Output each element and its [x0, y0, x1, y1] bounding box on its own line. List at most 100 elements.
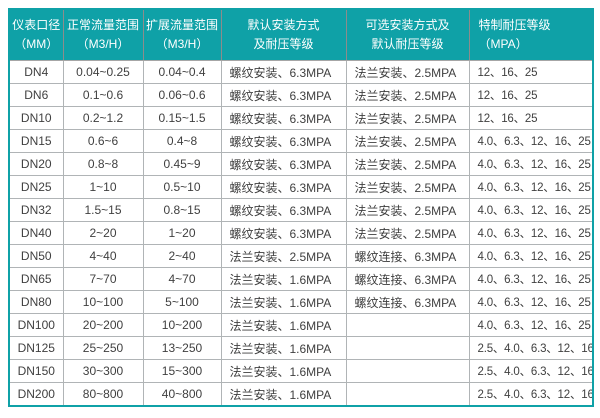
table-header: 仪表口径 （MM） 正常流量范围 （M3/H） 扩展流量范围 （M3/H） 默认… — [9, 9, 593, 61]
cell-special-pressure: 2.5、4.0、6.3、12、16 — [468, 359, 594, 383]
cell-normal-flow-range: 0.2~1.2 — [62, 106, 144, 130]
table-row: DN125 25~250 13~250 法兰安装、1.6MPA 2.5、4.0、… — [8, 336, 594, 360]
cell-extended-flow-range: 0.04~0.4 — [142, 60, 222, 84]
table-row: DN4 0.04~0.25 0.04~0.4 螺纹安装、6.3MPA 法兰安装、… — [8, 60, 594, 84]
table-row: DN20 0.8~8 0.45~9 螺纹安装、6.3MPA 法兰安装、2.5MP… — [8, 152, 594, 176]
cell-normal-flow-range: 0.04~0.25 — [62, 60, 144, 84]
cell-special-pressure: 4.0、6.3、12、16、25 — [468, 152, 594, 176]
cell-normal-flow-range: 20~200 — [62, 313, 144, 337]
cell-diameter: DN40 — [8, 221, 64, 245]
header-row: 仪表口径 （MM） 正常流量范围 （M3/H） 扩展流量范围 （M3/H） 默认… — [9, 9, 593, 61]
cell-optional-install: 法兰安装、2.5MPA — [345, 106, 470, 130]
cell-optional-install: 法兰安装、2.5MPA — [345, 175, 470, 199]
header-special-pressure-line1: 特制耐压等级 — [478, 18, 551, 33]
cell-diameter: DN20 — [8, 152, 64, 176]
cell-default-install: 螺纹安装、6.3MPA — [220, 60, 347, 84]
table-row: DN15 0.6~6 0.4~8 螺纹安装、6.3MPA 法兰安装、2.5MPA… — [8, 129, 594, 153]
cell-special-pressure: 4.0、6.3、12、16、25 — [468, 267, 594, 291]
cell-normal-flow-range: 1~10 — [62, 175, 144, 199]
cell-special-pressure: 4.0、6.3、12、16、25 — [468, 175, 594, 199]
cell-default-install: 法兰安装、1.6MPA — [220, 359, 347, 383]
table-row: DN10 0.2~1.2 0.15~1.5 螺纹安装、6.3MPA 法兰安装、2… — [8, 106, 594, 130]
cell-special-pressure: 4.0、6.3、12、16、25 — [468, 221, 594, 245]
cell-optional-install: 螺纹连接、6.3MPA — [345, 267, 470, 291]
header-special-pressure-line2: （MPA） — [478, 37, 528, 51]
cell-diameter: DN15 — [8, 129, 64, 153]
cell-special-pressure: 4.0、6.3、12、16、25 — [468, 129, 594, 153]
header-optional-install: 可选安装方式及 默认耐压等级 — [345, 9, 469, 61]
cell-extended-flow-range: 0.5~10 — [142, 175, 222, 199]
cell-extended-flow-range: 0.15~1.5 — [142, 106, 222, 130]
cell-optional-install: 法兰安装、2.5MPA — [345, 129, 470, 153]
cell-special-pressure: 4.0、6.3、12、16、25 — [468, 290, 594, 314]
table-row: DN32 1.5~15 0.8~15 螺纹安装、6.3MPA 法兰安装、2.5M… — [8, 198, 594, 222]
table-row: DN40 2~20 1~20 螺纹安装、6.3MPA 法兰安装、2.5MPA 4… — [8, 221, 594, 245]
cell-extended-flow-range: 0.4~8 — [142, 129, 222, 153]
cell-optional-install: 法兰安装、2.5MPA — [345, 152, 470, 176]
cell-special-pressure: 2.5、4.0、6.3、12、16 — [468, 336, 594, 360]
cell-diameter: DN10 — [8, 106, 64, 130]
table-row: DN6 0.1~0.6 0.06~0.6 螺纹安装、6.3MPA 法兰安装、2.… — [8, 83, 594, 107]
header-optional-install-line2: 默认耐压等级 — [371, 37, 444, 51]
header-extended-flow-line2: （M3/H） — [155, 37, 209, 51]
cell-diameter: DN50 — [8, 244, 64, 268]
header-default-install-line2: 及耐压等级 — [253, 37, 314, 51]
cell-normal-flow-range: 80~800 — [62, 382, 144, 407]
cell-diameter: DN6 — [8, 83, 64, 107]
cell-normal-flow-range: 25~250 — [62, 336, 144, 360]
cell-diameter: DN32 — [8, 198, 64, 222]
cell-extended-flow-range: 5~100 — [142, 290, 222, 314]
header-extended-flow-range: 扩展流量范围 （M3/H） — [142, 9, 221, 61]
header-diameter-line1: 仪表口径 — [12, 18, 61, 33]
cell-optional-install — [345, 313, 470, 337]
cell-extended-flow-range: 2~40 — [142, 244, 222, 268]
header-optional-install-line1: 可选安装方式及 — [365, 18, 450, 33]
cell-default-install: 螺纹安装、6.3MPA — [220, 129, 347, 153]
header-default-install-line1: 默认安装方式 — [247, 18, 320, 33]
cell-special-pressure: 12、16、25 — [468, 106, 594, 130]
cell-extended-flow-range: 1~20 — [142, 221, 222, 245]
cell-default-install: 法兰安装、1.6MPA — [220, 313, 347, 337]
cell-normal-flow-range: 4~40 — [62, 244, 144, 268]
cell-normal-flow-range: 30~300 — [62, 359, 144, 383]
cell-special-pressure: 12、16、25 — [468, 83, 594, 107]
cell-normal-flow-range: 0.6~6 — [62, 129, 144, 153]
cell-extended-flow-range: 0.8~15 — [142, 198, 222, 222]
cell-optional-install: 螺纹连接、6.3MPA — [345, 244, 470, 268]
cell-default-install: 法兰安装、2.5MPA — [220, 244, 347, 268]
cell-default-install: 螺纹安装、6.3MPA — [220, 198, 347, 222]
cell-extended-flow-range: 0.45~9 — [142, 152, 222, 176]
table-row: DN65 7~70 4~70 法兰安装、1.6MPA 螺纹连接、6.3MPA 4… — [8, 267, 594, 291]
cell-extended-flow-range: 10~200 — [142, 313, 222, 337]
header-normal-flow-range: 正常流量范围 （M3/H） — [62, 9, 143, 61]
header-normal-flow-line2: （M3/H） — [76, 37, 130, 51]
cell-diameter: DN80 — [8, 290, 64, 314]
cell-extended-flow-range: 0.06~0.6 — [142, 83, 222, 107]
cell-special-pressure: 12、16、25 — [468, 60, 594, 84]
header-default-install: 默认安装方式 及耐压等级 — [220, 9, 346, 61]
header-special-pressure: 特制耐压等级 （MPA） — [468, 9, 593, 61]
cell-default-install: 螺纹安装、6.3MPA — [220, 106, 347, 130]
cell-special-pressure: 4.0、6.3、12、16、25 — [468, 244, 594, 268]
header-diameter-line2: （MM） — [14, 37, 59, 51]
header-normal-flow-line1: 正常流量范围 — [66, 18, 139, 33]
table-body: DN4 0.04~0.25 0.04~0.4 螺纹安装、6.3MPA 法兰安装、… — [8, 60, 594, 407]
cell-normal-flow-range: 2~20 — [62, 221, 144, 245]
cell-normal-flow-range: 0.8~8 — [62, 152, 144, 176]
cell-extended-flow-range: 4~70 — [142, 267, 222, 291]
cell-default-install: 法兰安装、1.6MPA — [220, 382, 347, 407]
table-row: DN200 80~800 40~800 法兰安装、1.6MPA 2.5、4.0、… — [8, 382, 594, 407]
cell-normal-flow-range: 7~70 — [62, 267, 144, 291]
cell-diameter: DN200 — [8, 382, 64, 407]
table-row: DN25 1~10 0.5~10 螺纹安装、6.3MPA 法兰安装、2.5MPA… — [8, 175, 594, 199]
table-row: DN100 20~200 10~200 法兰安装、1.6MPA 4.0、6.3、… — [8, 313, 594, 337]
cell-default-install: 法兰安装、1.6MPA — [220, 267, 347, 291]
cell-diameter: DN125 — [8, 336, 64, 360]
cell-optional-install: 法兰安装、2.5MPA — [345, 60, 470, 84]
cell-default-install: 螺纹安装、6.3MPA — [220, 152, 347, 176]
header-diameter: 仪表口径 （MM） — [9, 9, 63, 61]
cell-default-install: 螺纹安装、6.3MPA — [220, 83, 347, 107]
cell-normal-flow-range: 10~100 — [62, 290, 144, 314]
cell-diameter: DN150 — [8, 359, 64, 383]
